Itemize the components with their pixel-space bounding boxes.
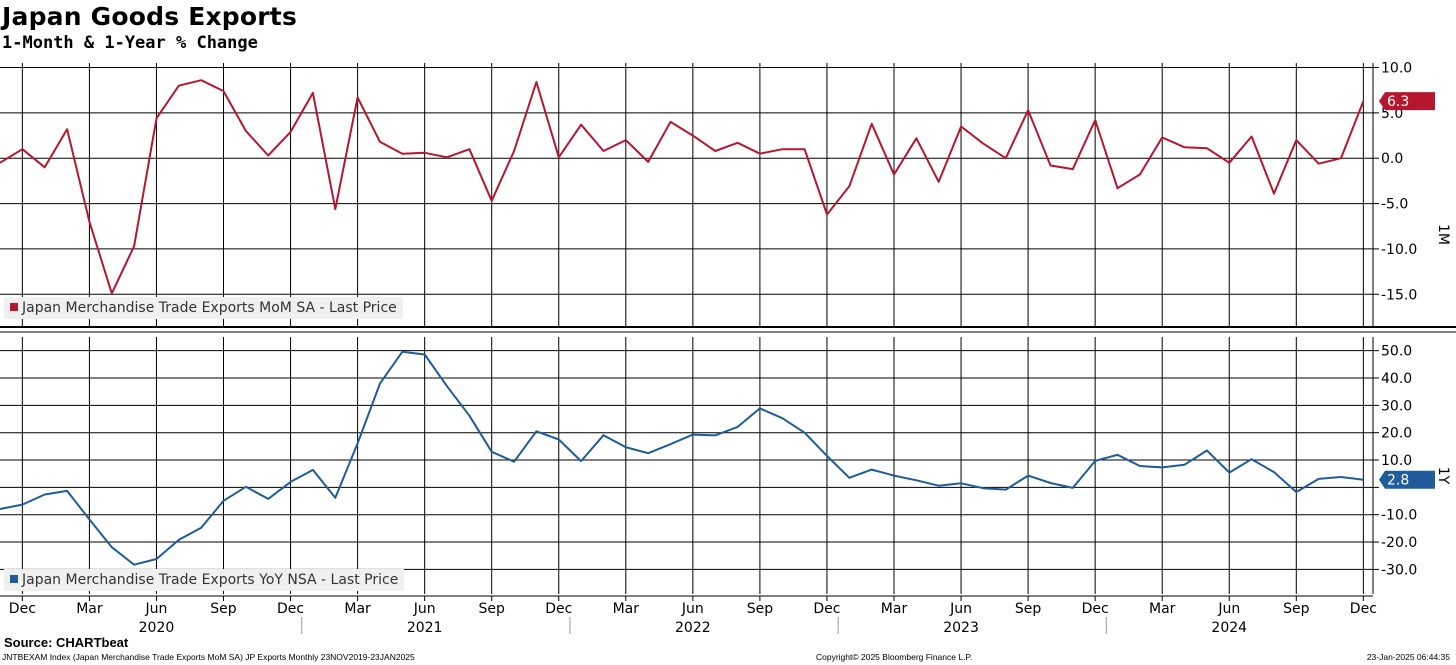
x-tick-label-month: Jun [681, 601, 704, 617]
chart-subtitle: 1-Month & 1-Year % Change [2, 33, 258, 53]
x-tick-label-month: Jun [413, 601, 436, 617]
x-tick-label-month: Dec [1082, 601, 1109, 617]
legend-mom-swatch [10, 303, 18, 311]
x-tick-label-year: 2020 [139, 620, 175, 636]
y-tick-label-yoy: 30.0 [1381, 398, 1412, 414]
x-tick-label-month: Dec [1350, 601, 1377, 617]
x-tick-label-month: Sep [1283, 601, 1310, 617]
footer-ticker-info: JNTBEXAM Index (Japan Merchandise Trade … [2, 652, 415, 662]
x-tick-label-month: Mar [613, 601, 640, 617]
y-tick-label-mom: 0.0 [1381, 151, 1403, 167]
last-value-label-mom: 6.3 [1387, 94, 1409, 110]
x-tick-label-month: Dec [813, 601, 840, 617]
source-note: Source: CHARTbeat [4, 635, 129, 650]
legend-yoy-label: Japan Merchandise Trade Exports YoY NSA … [22, 572, 399, 588]
y-tick-label-yoy: 50.0 [1381, 344, 1412, 360]
series-line-yoy [0, 350, 1364, 566]
x-tick-label-month: Jun [1217, 601, 1240, 617]
last-value-label-yoy: 2.8 [1387, 473, 1409, 489]
x-tick-label-year: 2022 [675, 620, 711, 636]
y-tick-label-mom: 10.0 [1381, 61, 1412, 77]
x-tick-label-month: Mar [881, 601, 908, 617]
footer-timestamp: 23-Jan-2025 06:44:35 [1366, 652, 1450, 662]
y-tick-label-yoy: 40.0 [1381, 371, 1412, 387]
x-tick-label-month: Mar [76, 601, 103, 617]
last-value-tag-yoy [1379, 470, 1435, 489]
y-tick-label-yoy: -10.0 [1381, 508, 1417, 524]
y-tick-label-yoy: -30.0 [1381, 562, 1417, 578]
x-tick-label-year: 2023 [943, 620, 979, 636]
legend-yoy: Japan Merchandise Trade Exports YoY NSA … [4, 569, 405, 591]
y-tick-label-yoy: 20.0 [1381, 426, 1412, 442]
x-tick-label-year: 2024 [1211, 620, 1247, 636]
x-tick-label-month: Jun [949, 601, 972, 617]
x-tick-label-month: Dec [277, 601, 304, 617]
x-tick-label-month: Sep [1015, 601, 1042, 617]
series-line-mom [0, 79, 1365, 295]
y-tick-label-mom: -5.0 [1381, 197, 1408, 213]
x-tick-label-month: Dec [9, 601, 36, 617]
legend-mom: Japan Merchandise Trade Exports MoM SA -… [4, 297, 403, 319]
x-tick-label-month: Dec [545, 601, 572, 617]
x-tick-label-month: Jun [145, 601, 168, 617]
x-tick-label-month: Mar [344, 601, 371, 617]
x-tick-label-month: Sep [479, 601, 506, 617]
panel-axis-label-mom: 1M [1435, 224, 1451, 245]
y-tick-label-mom: -10.0 [1381, 242, 1417, 258]
x-tick-label-month: Sep [747, 601, 774, 617]
y-tick-label-yoy: -20.0 [1381, 535, 1417, 551]
legend-mom-label: Japan Merchandise Trade Exports MoM SA -… [22, 300, 397, 316]
y-tick-label-mom: -15.0 [1381, 287, 1417, 303]
x-tick-label-month: Mar [1149, 601, 1176, 617]
legend-yoy-swatch [10, 575, 18, 583]
chart-title: Japan Goods Exports [2, 2, 298, 31]
y-tick-label-yoy: 10.0 [1381, 453, 1412, 469]
last-value-tag-mom [1379, 92, 1435, 111]
x-tick-label-year: 2021 [407, 620, 443, 636]
x-tick-label-month: Sep [210, 601, 237, 617]
footer-copyright: Copyright© 2025 Bloomberg Finance L.P. [816, 652, 973, 662]
panel-axis-label-yoy: 1Y [1435, 467, 1451, 485]
